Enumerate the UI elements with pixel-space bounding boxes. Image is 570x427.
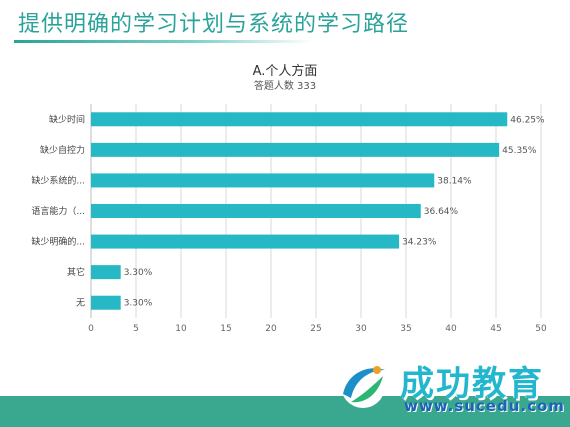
category-label: 缺少系统的... [31,174,85,186]
footer-band [0,396,570,427]
chart-subtitle: 答题人数 333 [253,81,317,92]
bar [91,112,508,127]
logo-brand-name: 成功教育 [400,364,544,404]
data-label: 36.64% [424,207,459,217]
bar [91,295,121,310]
x-tick-label: 5 [133,324,139,334]
x-tick-label: 30 [355,324,367,334]
logo-url: www.sucedu.com [404,397,565,415]
data-label: 38.14% [437,176,472,186]
category-label: 缺少时间 [49,113,85,125]
category-label: 无 [76,298,85,309]
title-underline [14,40,314,43]
x-tick-label: 50 [535,324,547,334]
category-label: 语言能力（... [31,205,85,217]
data-label: 45.35% [502,146,537,156]
x-tick-label: 15 [220,324,231,334]
x-tick-label: 20 [265,324,277,334]
x-tick-label: 40 [445,324,457,334]
category-label: 缺少明确的... [31,236,85,248]
bar [91,265,121,280]
category-label: 其它 [67,266,85,278]
bar [91,173,435,188]
x-tick-label: 45 [490,324,501,334]
data-label: 46.25% [510,115,545,125]
data-label: 3.30% [124,268,153,278]
bar [91,234,400,249]
x-tick-label: 0 [88,324,94,334]
bar-chart: 0 5 10 15 20 25 30 35 40 45 50 缺少时间 46.25% 缺少自控力 45.35… [31,104,547,334]
slide-title: 提供明确的学习计划与系统的学习路径 [18,12,410,37]
category-label: 缺少自控力 [40,144,85,156]
x-tick-label: 10 [175,324,187,334]
bar [91,142,500,157]
chart-title: A.个人方面 [252,64,318,79]
data-label: 34.23% [402,238,437,248]
data-label: 3.30% [124,299,153,309]
bar [91,204,421,218]
swoosh-globe-icon [341,364,385,408]
x-tick-label: 25 [310,324,321,334]
x-tick-label: 35 [400,324,411,334]
